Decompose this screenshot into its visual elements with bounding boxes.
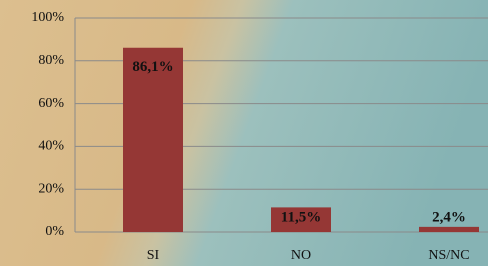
x-tick-label: NO — [291, 248, 311, 263]
chart: 0% 20% 40% 60% 80% 100% SI 86,1% NO 11,5% NS/NC 2,4… — [0, 0, 488, 266]
value-label: 11,5% — [281, 209, 321, 225]
bar — [123, 48, 183, 232]
bar — [419, 227, 479, 232]
page: {"chart_data": {"type": "bar", "categori… — [0, 0, 488, 266]
x-tick-label: NS/NC — [428, 248, 469, 263]
y-tick-label: 20% — [38, 181, 64, 196]
y-tick-label: 80% — [38, 53, 64, 68]
value-label: 86,1% — [132, 59, 173, 75]
y-tick-label: 60% — [38, 96, 64, 111]
background — [0, 0, 488, 266]
y-tick-label: 0% — [45, 224, 64, 239]
y-tick-label: 40% — [38, 139, 64, 154]
y-tick-label: 100% — [31, 10, 64, 25]
value-label: 2,4% — [432, 209, 466, 225]
x-tick-label: SI — [147, 248, 160, 263]
